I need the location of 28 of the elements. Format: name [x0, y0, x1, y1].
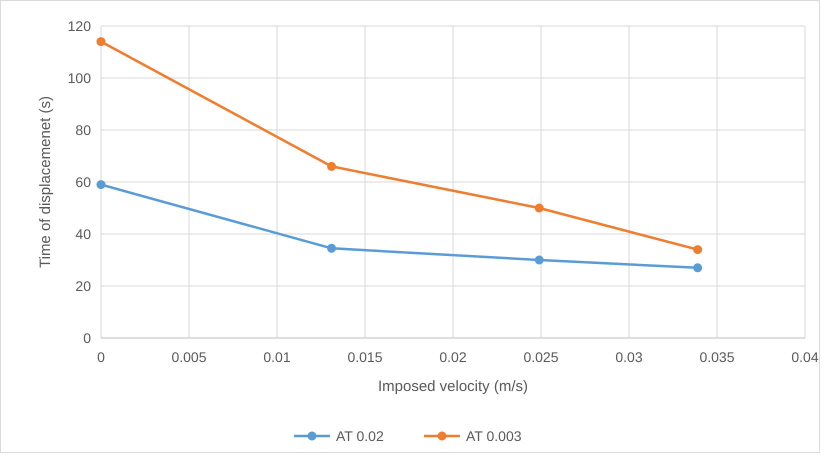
y-axis-title: Time of displacemenet (s)	[37, 96, 54, 268]
point	[693, 245, 702, 254]
x-tick-label: 0.02	[439, 349, 467, 365]
y-tick-label: 20	[75, 278, 92, 294]
x-tick-label: 0	[97, 349, 106, 365]
y-tick-label: 0	[83, 330, 92, 346]
x-tick-label: 0.01	[263, 349, 291, 365]
y-tick-label: 120	[68, 18, 92, 34]
point	[96, 37, 106, 46]
y-tick-label: 60	[75, 174, 92, 190]
legend-label: AT 0.02	[336, 428, 384, 444]
y-tick-label: 40	[75, 226, 92, 242]
point	[327, 162, 336, 171]
x-tick-label: 0.015	[347, 349, 383, 365]
x-tick-label: 0.025	[523, 349, 559, 365]
x-tick-label: 0.04	[791, 349, 819, 365]
legend-label: AT 0.003	[466, 428, 522, 444]
point	[534, 256, 544, 264]
y-tick-label: 100	[68, 70, 92, 86]
point	[693, 263, 702, 272]
x-axis-title: Imposed velocity (m/s)	[378, 378, 528, 395]
x-tick-label: 0.035	[699, 349, 735, 365]
x-tick-label: 0.03	[615, 349, 643, 365]
point	[534, 204, 544, 212]
x-tick-label: 0.005	[171, 349, 207, 365]
point	[327, 244, 336, 253]
point	[96, 180, 106, 190]
y-tick-label: 80	[75, 122, 92, 138]
